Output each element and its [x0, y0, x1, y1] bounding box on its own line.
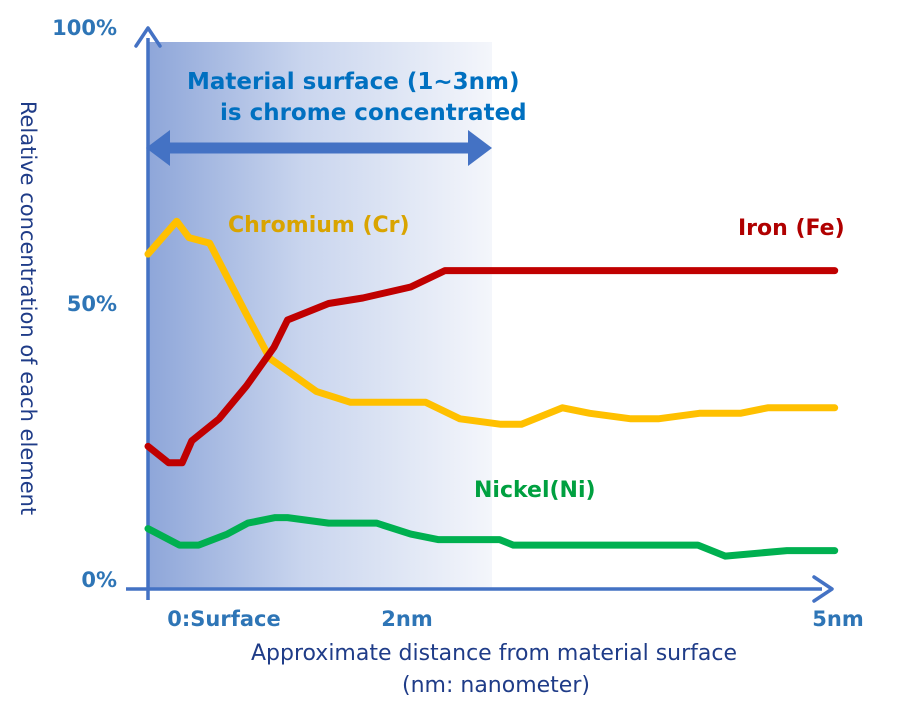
x-axis [126, 575, 834, 603]
annotation-line-1: Material surface (1~3nm) [187, 69, 519, 95]
x-tick-label: 5nm [812, 607, 863, 631]
x-tick-label: 0:Surface [167, 607, 280, 631]
series-layer [144, 217, 839, 560]
series-line-ni [144, 514, 839, 560]
y-tick-label: 50% [67, 292, 117, 316]
x-tick-label: 2nm [381, 607, 432, 631]
series-label-ni: Nickel(Ni) [474, 478, 596, 503]
series-line-cr [144, 217, 839, 428]
y-axis [134, 26, 162, 600]
y-axis-title: Relative concentration of each element [16, 101, 40, 515]
series-line-fe [144, 267, 839, 467]
range-arrow [146, 130, 492, 166]
x-axis-title: Approximate distance from material surfa… [251, 641, 737, 666]
series-label-fe: Iron (Fe) [738, 216, 845, 241]
series-label-cr: Chromium (Cr) [228, 213, 410, 238]
y-tick-label: 0% [81, 568, 117, 592]
y-tick-label: 100% [52, 16, 117, 40]
chrome-concentrated-band [148, 42, 492, 589]
annotation-line-2: is chrome concentrated [220, 100, 527, 126]
x-axis-title-sub: (nm: nanometer) [402, 673, 590, 698]
